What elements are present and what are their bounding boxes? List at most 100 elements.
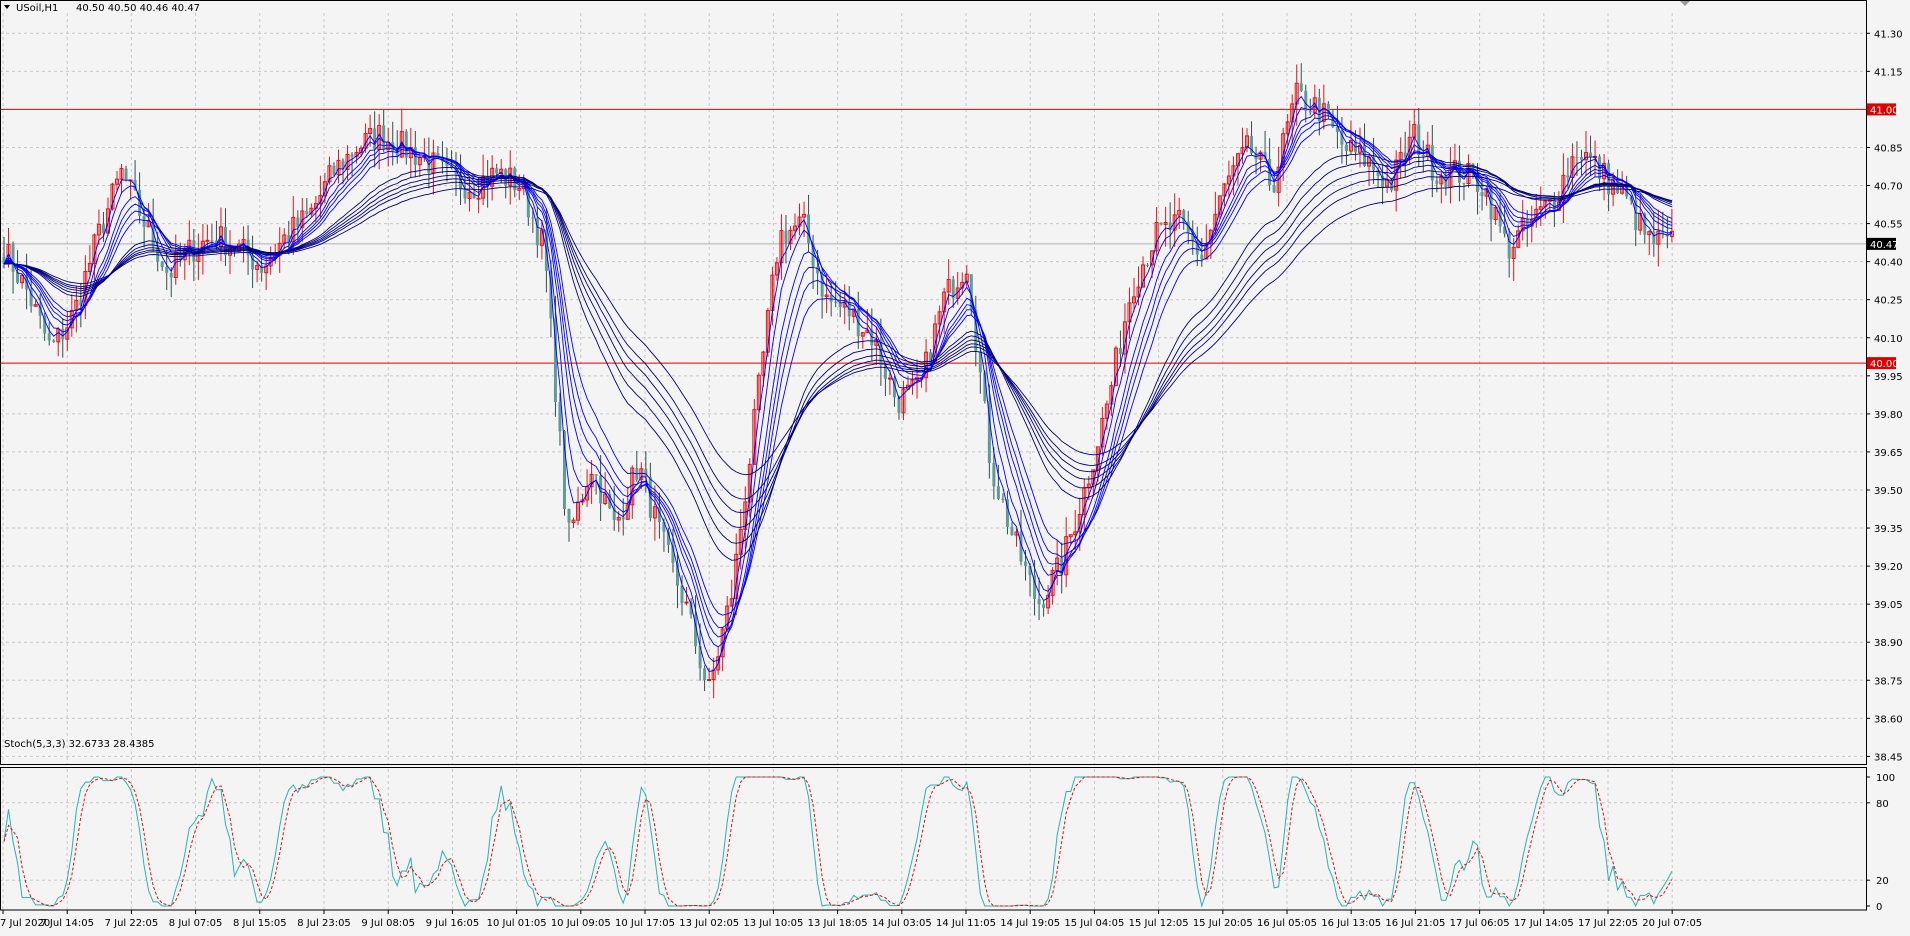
ema-line: [3, 95, 1673, 672]
candle-body-bull: [146, 220, 151, 228]
candle-body-bull: [1285, 121, 1290, 135]
candle-body-bear: [996, 486, 1000, 499]
candle-body-bull: [793, 225, 797, 231]
candle-body-bear: [1480, 191, 1484, 197]
candle-body-bull: [1113, 347, 1118, 387]
candle-body-bear: [807, 214, 811, 244]
candle-body-bear: [838, 302, 842, 308]
candle-body-bear: [897, 397, 901, 413]
candle-body-bull: [1172, 214, 1177, 231]
price-level-tag-text: 41.00: [1870, 105, 1899, 116]
candle-body-bear: [1304, 90, 1308, 111]
time-tick-label: 13 Jul 18:05: [808, 918, 868, 929]
stoch-tick-label: 0: [1876, 902, 1882, 913]
candle-body-bear: [553, 318, 557, 402]
candle-body-bull: [887, 377, 892, 380]
candle-body-bull: [1570, 156, 1575, 178]
candle-body-bull: [788, 229, 793, 245]
stoch-indicator-label: Stoch(5,3,3) 32.6733 28.4385: [4, 739, 155, 750]
candle-body-bear: [1507, 233, 1511, 259]
candle-body-bear: [883, 364, 887, 379]
candle-body-bear: [599, 475, 603, 504]
candle-body-bull: [716, 656, 721, 671]
candle-body-bear: [436, 152, 440, 159]
candle-body-bull: [1584, 152, 1588, 161]
candle-body-bull: [1647, 231, 1652, 236]
time-tick-label: 8 Jul 23:05: [297, 918, 351, 929]
candle-body-bull: [1141, 264, 1146, 288]
candle-body-bull: [1163, 222, 1168, 226]
candle-body-bear: [1060, 558, 1064, 575]
dropdown-triangle-icon[interactable]: [4, 5, 10, 9]
time-tick-label: 8 Jul 15:05: [233, 918, 287, 929]
price-axis[interactable]: 41.30 41.15 40.85 40.70 40.55 40.40 40.25 40.10…: [1866, 29, 1903, 763]
price-grid: [0, 13, 1866, 764]
candle-body-bull: [1520, 218, 1525, 232]
candle-body-bull: [860, 332, 865, 337]
candle-body-bear: [332, 165, 336, 175]
candle-body-bull: [901, 388, 906, 414]
stoch-tick-label: 100: [1876, 773, 1895, 784]
candle-body-bull: [725, 605, 730, 630]
candle-body-bull: [720, 628, 725, 658]
ma-ribbon: [3, 95, 1673, 672]
candle-body-bull: [345, 153, 350, 170]
time-tick-label: 10 Jul 09:05: [551, 918, 611, 929]
scroll-marker-icon[interactable]: [1680, 1, 1690, 6]
candle-body-bull: [33, 304, 38, 307]
time-tick-label: 10 Jul 01:05: [487, 918, 547, 929]
candle-body-bear: [983, 372, 987, 401]
candle-body-bear: [1195, 241, 1199, 255]
candle-body-bear: [1308, 110, 1312, 113]
candle-body-bear: [459, 173, 463, 190]
candle-body-bear: [1381, 175, 1385, 188]
time-tick-label: 9 Jul 16:05: [426, 918, 480, 929]
candle-body-bear: [1200, 254, 1204, 260]
candle-body-bear: [1340, 131, 1344, 145]
candle-body-bear: [29, 289, 33, 307]
price-tick-label: 40.40: [1874, 258, 1903, 269]
candle-body-bear: [671, 544, 675, 563]
candle-body-bull: [1177, 209, 1182, 216]
main-panel-frame: [0, 0, 1867, 765]
candle-body-bear: [870, 330, 874, 346]
candle-body-bull: [517, 188, 522, 191]
candle-body-bear: [260, 265, 264, 273]
candle-body-bear: [929, 352, 933, 364]
candle-body-bear: [1168, 222, 1172, 231]
time-tick-label: 10 Jul 17:05: [615, 918, 675, 929]
candle-body-bull: [1561, 174, 1566, 203]
candle-body-bear: [1272, 185, 1276, 193]
candle-body-bull: [1348, 139, 1353, 152]
candle-body-bear: [666, 531, 670, 545]
candle-body-bear: [1299, 83, 1303, 91]
candle-body-bear: [816, 266, 820, 274]
candle-body-bull: [368, 128, 373, 135]
symbol-label: USoil,H1: [16, 3, 58, 14]
candle-body-bull: [1240, 147, 1245, 155]
candle-body-bear: [892, 378, 896, 398]
candle-body-bear: [1376, 169, 1380, 176]
candle-body-bear: [251, 255, 255, 270]
candle-body-bear: [43, 315, 47, 334]
candle-body-bear: [382, 125, 386, 150]
candle-body-bear: [1250, 135, 1254, 154]
candle-body-bull: [1154, 222, 1159, 252]
candle-body-bear: [61, 329, 65, 340]
candle-body-bear: [662, 522, 666, 532]
candle-body-bull: [110, 183, 115, 210]
stoch-tick-label: 20: [1876, 876, 1889, 887]
candle-body-bull: [1538, 206, 1543, 210]
candle-body-bear: [341, 160, 345, 170]
candle-body-bull: [639, 468, 644, 481]
candle-body-bear: [472, 192, 476, 199]
candle-body-bull: [264, 265, 269, 274]
candle-body-bear: [1421, 155, 1425, 157]
horizontal-levels[interactable]: 41.00 40.00 40.47: [0, 103, 1899, 370]
candle-body-bull: [96, 223, 101, 236]
candle-body-bull: [1068, 534, 1073, 538]
time-tick-label: 16 Jul 21:05: [1385, 918, 1445, 929]
time-tick-label: 14 Jul 03:05: [872, 918, 932, 929]
